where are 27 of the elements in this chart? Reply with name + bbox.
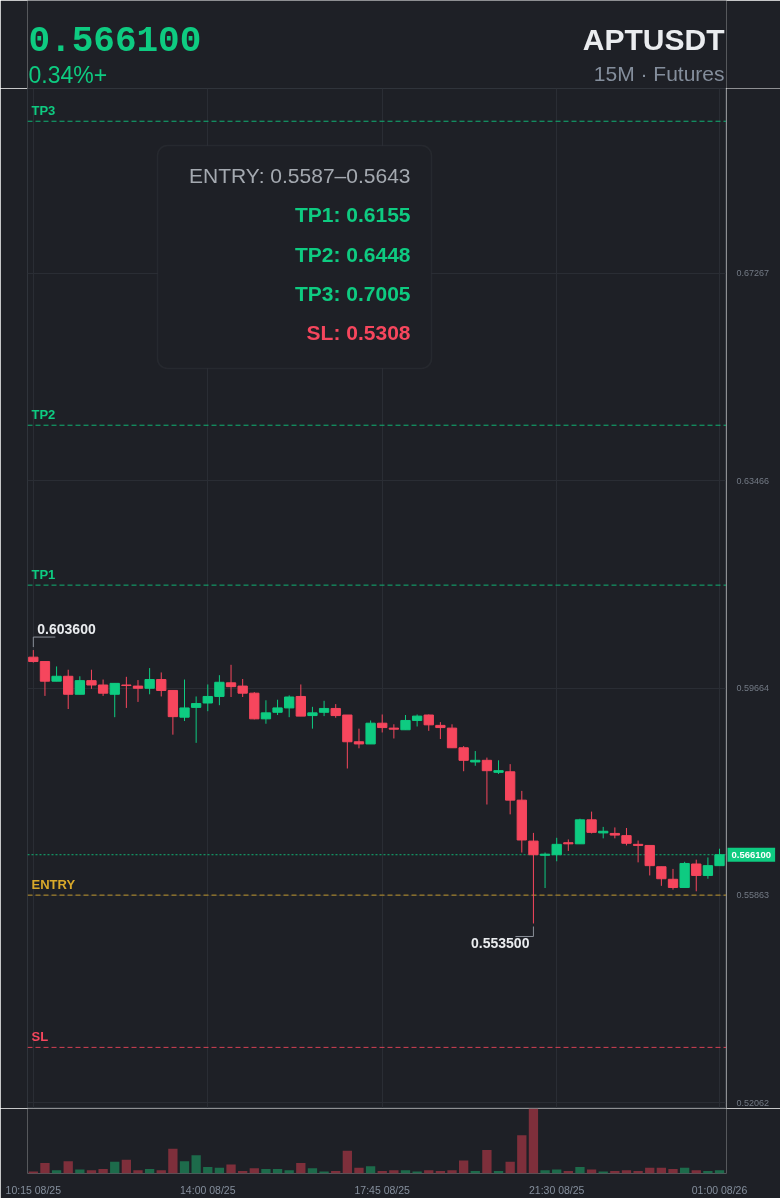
annotation: SL: 0.5308 (306, 321, 411, 344)
annotation: ENTRY: 0.5587–0.5643 (189, 164, 411, 187)
chart-subtitle: 15M · Futures (593, 62, 725, 85)
x-tick-label: 10:15 08/25 (5, 1183, 62, 1196)
y-tick-label: 0.55863 (736, 890, 770, 901)
x-tick-label: 21:30 08/25 (528, 1183, 585, 1196)
text: 0.566100 (28, 20, 202, 62)
x-tick-label: 01:00 08/26 (691, 1183, 748, 1196)
chart-title: APTUSDT (582, 23, 725, 56)
text: 0.34%+ (28, 61, 108, 88)
y-tick-label: 0.63466 (736, 475, 770, 486)
ref-line-label: SL (31, 1029, 49, 1045)
x-tick-label: 14:00 08/25 (180, 1183, 236, 1196)
annotation: 0.603600 (37, 621, 96, 638)
x-tick-label: 17:45 08/25 (354, 1183, 411, 1196)
ref-line-label: TP1 (31, 567, 56, 583)
ref-line-label: ENTRY (31, 877, 76, 893)
annotation: 0.553500 (471, 935, 530, 952)
ref-line-label: TP2 (31, 407, 56, 423)
annotation: TP2: 0.6448 (294, 242, 411, 266)
annotation: TP1: 0.6155 (294, 203, 411, 227)
annotation: TP3: 0.7005 (294, 281, 411, 305)
ref-line-label: 0.566100 (731, 848, 772, 860)
y-tick-label: 0.52062 (736, 1097, 770, 1108)
y-tick-label: 0.67267 (736, 268, 770, 279)
y-tick-label: 0.59664 (736, 683, 770, 694)
ref-line-label: TP3 (31, 103, 56, 119)
